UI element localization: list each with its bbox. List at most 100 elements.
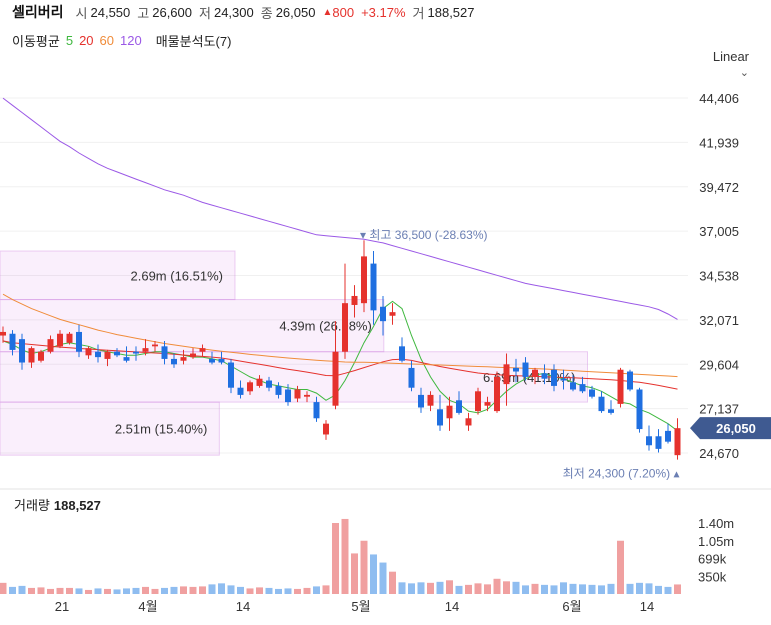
- last-price-badge: [690, 417, 771, 440]
- candle-body: [484, 402, 491, 406]
- candle-body: [247, 382, 253, 392]
- volume-bar: [246, 588, 254, 594]
- candle-body: [579, 384, 586, 392]
- volume-bar: [0, 582, 7, 594]
- volume-bar: [550, 585, 558, 594]
- candlesticks: [0, 240, 681, 460]
- ma-60-label: 60: [99, 33, 115, 48]
- volume-bar: [360, 540, 368, 594]
- volume-bar: [351, 553, 358, 594]
- candle-body: [104, 351, 111, 359]
- candle-body: [304, 394, 310, 397]
- high-price-marker: ▾ 최고 36,500 (-28.63%): [360, 228, 488, 242]
- volume-bar: [142, 586, 149, 594]
- volume-tick-label: 1.05m: [698, 534, 734, 549]
- volume-bar: [332, 523, 339, 594]
- price-tick-label: 37,005: [699, 224, 739, 239]
- price-tick-label: 39,472: [699, 180, 739, 195]
- volume-profile-label: 2.69m (16.51%): [131, 268, 224, 283]
- stock-name[interactable]: 셀리버리: [12, 4, 64, 20]
- candle-body: [617, 369, 624, 404]
- volume-profile-label[interactable]: 매물분석도(7): [155, 34, 232, 49]
- candle-body: [380, 306, 386, 322]
- open-label: 시: [75, 5, 88, 21]
- volume-bar: [313, 586, 320, 594]
- scale-selector[interactable]: Linear ⌄: [713, 49, 749, 79]
- candle-body: [475, 391, 481, 412]
- date-tick-label: 4월: [138, 599, 157, 614]
- volume-bar: [303, 587, 311, 594]
- volume-bar: [123, 588, 130, 594]
- volume-bar: [151, 588, 159, 594]
- scale-selector-label: Linear: [712, 49, 749, 64]
- volume-value: 188,527: [427, 4, 475, 20]
- volume-bar: [417, 582, 425, 594]
- candle-body: [218, 358, 225, 363]
- volume-bar: [626, 583, 634, 594]
- stock-header: 셀리버리 시 24,550 고 26,600 저 24,300 종 26,050…: [12, 2, 482, 22]
- volume-profile-bar: [0, 401, 220, 456]
- volume-bar: [389, 571, 396, 594]
- candle-body: [636, 389, 643, 430]
- candle-body: [123, 357, 130, 361]
- volume-bar: [503, 581, 510, 594]
- date-tick-label: 14: [236, 599, 250, 614]
- volume-title: 거래량: [14, 498, 50, 513]
- candle-body: [399, 346, 405, 361]
- candle-body: [370, 263, 377, 311]
- volume-bar: [227, 585, 235, 594]
- candle-body: [570, 382, 576, 390]
- candle-body: [456, 400, 462, 413]
- volume-panel-title: 거래량 188,527: [14, 495, 101, 514]
- volume-bar: [85, 589, 92, 594]
- volume-profile-label: 2.51m (15.40%): [115, 422, 208, 437]
- volume-profile-bar: [0, 250, 236, 301]
- candle-body: [551, 369, 557, 386]
- volume-bar: [218, 583, 225, 594]
- volume-bar: [284, 588, 292, 594]
- volume-bar: [161, 587, 168, 594]
- candle-body: [57, 333, 63, 347]
- volume-bar: [370, 554, 377, 594]
- volume-bar: [170, 586, 178, 594]
- price-axis: 44,406 41,939 39,472 37,005 34,538 32,071 29,6…: [699, 91, 739, 461]
- volume-bar: [265, 587, 273, 594]
- volume-bar: [47, 588, 54, 594]
- volume-bar: [645, 583, 653, 594]
- volume-bar: [569, 583, 577, 594]
- candle-body: [351, 295, 358, 305]
- candle-body: [237, 387, 244, 395]
- volume-bar: [237, 586, 244, 594]
- candle-body: [294, 389, 301, 399]
- volume-bar: [379, 562, 387, 594]
- volume-bar: [512, 581, 520, 594]
- volume-tick-label: 699k: [698, 552, 727, 567]
- candle-body: [190, 353, 196, 358]
- candle-body: [199, 348, 206, 352]
- volume-bar: [199, 586, 206, 594]
- candle-body: [361, 256, 367, 304]
- moving-average-label[interactable]: 이동평균: [12, 34, 60, 49]
- volume-profile-label: 4.39m (26.98%): [279, 319, 372, 334]
- candle-body: [532, 369, 538, 377]
- volume-bar: [189, 586, 197, 594]
- candle-body: [171, 358, 177, 365]
- volume-bar: [132, 587, 140, 594]
- candle-body: [608, 409, 614, 413]
- candle-body: [513, 367, 519, 372]
- last-price-value: 26,050: [716, 421, 756, 436]
- volume-bar: [94, 588, 102, 594]
- candle-body: [674, 428, 681, 456]
- ma-20-label: 20: [79, 33, 94, 48]
- volume-bar: [636, 582, 643, 594]
- open-value: 24,550: [90, 4, 131, 20]
- date-tick-label: 14: [640, 599, 654, 614]
- change-percent: +3.17%: [361, 4, 406, 20]
- candle-body: [95, 351, 101, 358]
- date-tick-label: 6월: [562, 599, 581, 614]
- volume-bar: [465, 584, 472, 594]
- candle-body: [494, 376, 500, 412]
- candle-body: [342, 303, 348, 352]
- candle-body: [560, 378, 567, 381]
